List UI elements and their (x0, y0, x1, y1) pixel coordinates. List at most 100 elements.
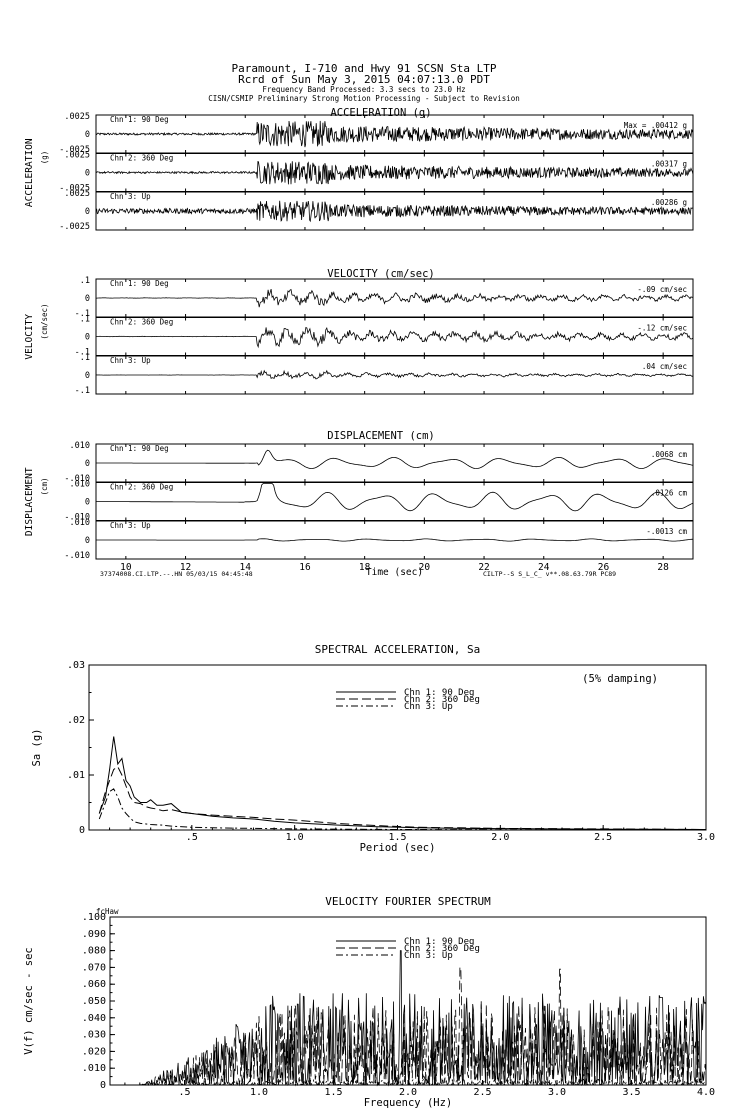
time-history-group: ACCELERATION (g) ACCELERATION (g) .0025 0 -.0… (24, 107, 694, 232)
y-tick-label: 0 (85, 371, 90, 381)
x-tick-label: 26 (598, 562, 610, 573)
waveform-trace (95, 200, 694, 223)
y-tick-label: .090 (82, 929, 106, 940)
x-tick-label: .5 (186, 832, 198, 843)
y-tick-label: .0025 (64, 189, 90, 199)
y-tick-label: .0025 (64, 151, 90, 161)
y-tick-label: 0 (85, 169, 90, 179)
chart-title: VELOCITY FOURIER SPECTRUM (325, 895, 491, 908)
x-tick-label: 16 (299, 562, 311, 573)
waveform-trace (95, 161, 694, 185)
series-line (110, 950, 707, 1087)
channel-max-label: .00317 g (651, 160, 687, 169)
y-tick-label: 0 (85, 498, 90, 508)
waveform-trace (96, 483, 694, 512)
legend-label: Chn 1: 90 Deg (404, 688, 474, 698)
record-id-label: 37374008.CI.LTP.--.HN 05/03/15 04:45:48 (100, 570, 253, 578)
channel-max-label: .0068 cm (651, 450, 688, 459)
series-line (98, 766, 707, 830)
waveform-trace (96, 449, 694, 470)
legend-label: Chn 1: 90 Deg (404, 937, 474, 947)
y-tick-label: .01 (67, 770, 85, 781)
y-tick-label: .1 (80, 353, 90, 363)
x-axis-label: Frequency (Hz) (364, 1097, 453, 1109)
x-tick-label: 24 (538, 562, 550, 573)
x-tick-label: 3.5 (622, 1087, 640, 1098)
channel-max-label: .04 cm/sec (642, 362, 687, 371)
y-axis-label: Sa (g) (31, 729, 43, 767)
y-tick-label: .100 (82, 912, 106, 923)
series-line (98, 788, 707, 831)
x-tick-label: 10 (120, 562, 132, 573)
y-tick-label: .040 (82, 1013, 106, 1024)
processing-code-label: CILTP--S S_L_C_ v**.08.63.79R PC89 (483, 570, 616, 578)
y-tick-label: -.010 (64, 513, 90, 523)
waveform-trace (95, 288, 694, 308)
x-tick-label: 1.5 (388, 832, 406, 843)
channel-label: Chn 2: 360 Deg (110, 318, 173, 327)
y-tick-label: 0 (85, 333, 90, 343)
channel-label: Chn 2: 360 Deg (110, 483, 173, 492)
channel-label: Chn 3: Up (110, 521, 151, 530)
channel-max-label: -.12 cm/sec (637, 324, 687, 333)
x-tick-label: 3.0 (548, 1087, 566, 1098)
y-tick-label: .080 (82, 946, 106, 957)
y-tick-label: .1 (80, 315, 90, 325)
channel-label: Chn 2: 360 Deg (110, 154, 173, 163)
y-tick-label: .060 (82, 979, 106, 990)
y-tick-label: .010 (82, 1063, 106, 1074)
legend-label: Chn 3: Up (404, 951, 453, 961)
header-line-1: Paramount, I-710 and Hwy 91 SCSN Sta LTP (232, 62, 497, 75)
y-tick-label: 0 (85, 459, 90, 469)
y-tick-label: -.0025 (59, 222, 90, 232)
y-tick-label: .03 (67, 660, 85, 671)
spectral-acceleration-chart: SPECTRAL ACCELERATION, Sa .5 1.0 1.5 2.0 2.5 3… (31, 643, 715, 854)
header-line-3: Frequency Band Processed: 3.3 secs to 23… (262, 85, 465, 94)
channel-label: Chn 1: 90 Deg (110, 279, 169, 288)
channel-max-label: -.09 cm/sec (637, 285, 687, 294)
y-tick-label: .1 (80, 276, 90, 286)
chart-title: SPECTRAL ACCELERATION, Sa (315, 643, 481, 656)
x-tick-label: 22 (478, 562, 489, 573)
trace-frame (95, 191, 694, 231)
legend-label: Chn 2: 360 Deg (404, 944, 480, 954)
y-tick-label: -.1 (75, 348, 90, 358)
header-line-2: Rcrd of Sun May 3, 2015 04:07:13.0 PDT (238, 73, 490, 86)
group-unit-label: (cm) (40, 477, 49, 495)
y-tick-label: .010 (70, 480, 90, 490)
velocity-fourier-spectrum-chart: VELOCITY FOURIER SPECTRUM .5 1.0 1.5 2.0 2.5 3… (23, 895, 715, 1109)
y-tick-label: -.0025 (59, 145, 90, 155)
y-tick-label: 0 (100, 1080, 106, 1091)
corner-label: fcHaw (96, 907, 119, 916)
channel-max-label: .0126 cm (651, 489, 688, 498)
x-axis-label: Period (sec) (360, 842, 436, 854)
plot-frame (88, 664, 707, 831)
x-tick-label: .5 (178, 1087, 190, 1098)
x-tick-label: 2.5 (594, 832, 612, 843)
y-tick-label: 0 (79, 825, 85, 836)
damping-annotation: (5% damping) (582, 673, 658, 685)
group-unit-label: (cm/sec) (40, 303, 49, 339)
y-tick-label: -.1 (75, 386, 90, 396)
waveform-trace (95, 369, 694, 380)
waveform-trace (96, 538, 694, 542)
y-tick-label: -.1 (75, 309, 90, 319)
x-tick-label: 20 (419, 562, 431, 573)
y-tick-label: 0 (85, 294, 90, 304)
time-history-group: DISPLACEMENT (cm) DISPLACEMENT (cm) .010 0 -.… (24, 430, 694, 561)
x-tick-label: 1.5 (324, 1087, 342, 1098)
y-axis-label: V(f) cm/sec - sec (23, 947, 35, 1054)
channel-max-label: .00286 g (651, 198, 687, 207)
channel-label: Chn 3: Up (110, 192, 151, 201)
waveform-trace (95, 326, 694, 349)
channel-label: Chn 1: 90 Deg (110, 444, 169, 453)
group-title: ACCELERATION (g) (330, 107, 431, 119)
x-axis-label: Time (sec) (366, 567, 423, 578)
x-tick-label: 2.0 (399, 1087, 417, 1098)
x-tick-label: 1.0 (286, 832, 304, 843)
y-tick-label: .030 (82, 1030, 106, 1041)
series-line (110, 1051, 707, 1087)
y-tick-label: .010 (70, 518, 90, 528)
channel-max-label: -.0013 cm (646, 527, 687, 536)
